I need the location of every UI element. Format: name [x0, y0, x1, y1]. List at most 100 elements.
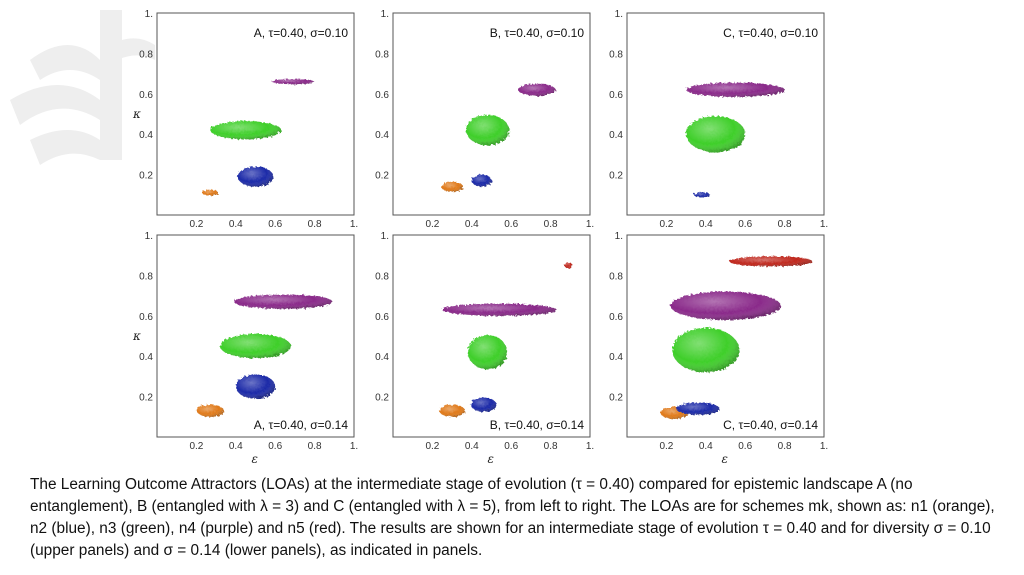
attractor-n4	[670, 291, 781, 320]
x-tick-label: 0.4	[229, 441, 243, 452]
attractor-n2	[676, 402, 720, 415]
attractor-n4	[442, 303, 557, 316]
attractor-n3	[465, 115, 510, 146]
y-tick-label: 0.2	[609, 171, 623, 182]
panel-1: 0.2 0.4 0.6 0.8 1. 0.2 0.4 0.6 0.8 1. κ A, τ=0.40, …	[132, 9, 358, 230]
attractor-n4	[518, 83, 556, 96]
y-tick-label: 0.6	[609, 90, 623, 101]
panel-4: 0.2 0.4 0.6 0.8 1. 0.2 0.4 0.6 0.8 1. κ ε A, τ=0.40,…	[132, 231, 358, 466]
y-tick-label: 1.	[615, 231, 623, 242]
y-tick-label: 0.8	[139, 49, 153, 60]
y-tick-label: 0.4	[139, 130, 153, 141]
plot-frame	[626, 12, 825, 216]
x-tick-label: 0.6	[738, 219, 752, 230]
y-tick-label: 0.4	[375, 352, 389, 363]
attractor-n2	[471, 174, 492, 187]
attractor-n3	[672, 327, 740, 373]
y-tick-label: 0.2	[609, 393, 623, 404]
attractor-n5	[729, 256, 813, 267]
attractor-n2	[237, 166, 274, 187]
panel-label: C, τ=0.40, σ=0.10	[723, 26, 818, 40]
x-tick-label: 0.2	[425, 219, 439, 230]
x-tick-label: 0.2	[189, 219, 203, 230]
panel-label: B, τ=0.40, σ=0.10	[490, 26, 585, 40]
x-tick-label: 0.6	[504, 441, 518, 452]
y-tick-label: 0.8	[375, 49, 389, 60]
y-tick-label: 1.	[381, 231, 389, 242]
x-tick-label: 0.8	[778, 219, 792, 230]
panel-label: B, τ=0.40, σ=0.14	[490, 418, 585, 432]
y-tick-label: 1.	[145, 231, 153, 242]
x-tick-label: 0.4	[465, 219, 479, 230]
x-tick-label: 0.4	[229, 219, 243, 230]
x-tick-label: 0.8	[778, 441, 792, 452]
x-tick-label: 0.8	[308, 219, 322, 230]
x-tick-label: 0.2	[659, 219, 673, 230]
x-tick-label: 1.	[586, 441, 594, 452]
y-tick-label: 0.8	[609, 271, 623, 282]
x-tick-label: 0.8	[544, 441, 558, 452]
panel-label: C, τ=0.40, σ=0.14	[723, 418, 818, 432]
x-tick-label: 0.6	[268, 441, 282, 452]
attractor-n2	[235, 374, 276, 399]
attractor-n3	[467, 334, 508, 370]
attractor-n1	[441, 181, 463, 192]
x-tick-label: 0.8	[544, 219, 558, 230]
x-tick-label: 0.4	[699, 219, 713, 230]
panels-layer: 0.2 0.4 0.6 0.8 1. 0.2 0.4 0.6 0.8 1. κ A, τ=0.40, …	[132, 9, 828, 466]
x-tick-label: 0.6	[738, 441, 752, 452]
x-tick-label: 0.4	[465, 441, 479, 452]
attractor-n1	[202, 189, 219, 196]
panel-label: A, τ=0.40, σ=0.14	[254, 418, 349, 432]
panel-5: 0.2 0.4 0.6 0.8 1. 0.2 0.4 0.6 0.8 1. ε B, τ=0.40, …	[375, 231, 594, 466]
y-tick-label: 0.6	[139, 312, 153, 323]
panel-label: A, τ=0.40, σ=0.10	[254, 26, 349, 40]
attractor-n3	[210, 121, 282, 140]
university-logo-watermark	[10, 10, 155, 165]
attractor-n2	[470, 397, 497, 412]
x-tick-label: 0.2	[425, 441, 439, 452]
y-tick-label: 1.	[145, 9, 153, 20]
y-tick-label: 1.	[381, 9, 389, 20]
attractor-n3	[220, 333, 291, 359]
panel-2: 0.2 0.4 0.6 0.8 1. 0.2 0.4 0.6 0.8 1. B, τ=0.40, σ…	[375, 9, 594, 230]
y-tick-label: 0.6	[139, 90, 153, 101]
y-tick-label: 0.6	[609, 312, 623, 323]
attractor-n1	[196, 404, 224, 417]
figure-caption: The Learning Outcome Attractors (LOAs) a…	[30, 476, 995, 559]
panel-3: 0.2 0.4 0.6 0.8 1. 0.2 0.4 0.6 0.8 1. C, τ=0.40, σ…	[609, 9, 828, 230]
y-tick-label: 0.2	[375, 393, 389, 404]
x-tick-label: 1.	[820, 219, 828, 230]
plot-frame	[392, 12, 591, 216]
x-tick-label: 0.2	[189, 441, 203, 452]
attractor-n1	[439, 404, 465, 417]
y-tick-label: 0.2	[139, 393, 153, 404]
y-tick-label: 0.8	[609, 49, 623, 60]
x-tick-label: 0.6	[268, 219, 282, 230]
attractor-n3	[686, 116, 746, 153]
y-tick-label: 0.4	[609, 352, 623, 363]
panel-6: 0.2 0.4 0.6 0.8 1. 0.2 0.4 0.6 0.8 1. ε C, τ=0.40, …	[609, 231, 828, 466]
y-tick-label: 0.4	[609, 130, 623, 141]
y-tick-label: 0.2	[139, 171, 153, 182]
y-tick-label: 0.2	[375, 171, 389, 182]
x-tick-label: 1.	[350, 441, 358, 452]
attractor-n2	[693, 192, 710, 198]
attractor-n5	[564, 262, 573, 269]
x-tick-label: 1.	[820, 441, 828, 452]
x-tick-label: 1.	[350, 219, 358, 230]
x-tick-label: 0.6	[504, 219, 518, 230]
x-tick-label: 1.	[586, 219, 594, 230]
y-tick-label: 1.	[615, 9, 623, 20]
y-tick-label: 0.8	[375, 271, 389, 282]
x-axis-label: ε	[722, 452, 728, 466]
attractor-n4	[271, 79, 315, 85]
y-tick-label: 0.4	[139, 352, 153, 363]
y-tick-label: 0.8	[139, 271, 153, 282]
y-axis-label: κ	[132, 107, 141, 121]
x-tick-label: 0.2	[659, 441, 673, 452]
x-tick-label: 0.4	[699, 441, 713, 452]
y-tick-label: 0.6	[375, 312, 389, 323]
y-axis-label: κ	[132, 329, 141, 343]
x-tick-label: 0.8	[308, 441, 322, 452]
